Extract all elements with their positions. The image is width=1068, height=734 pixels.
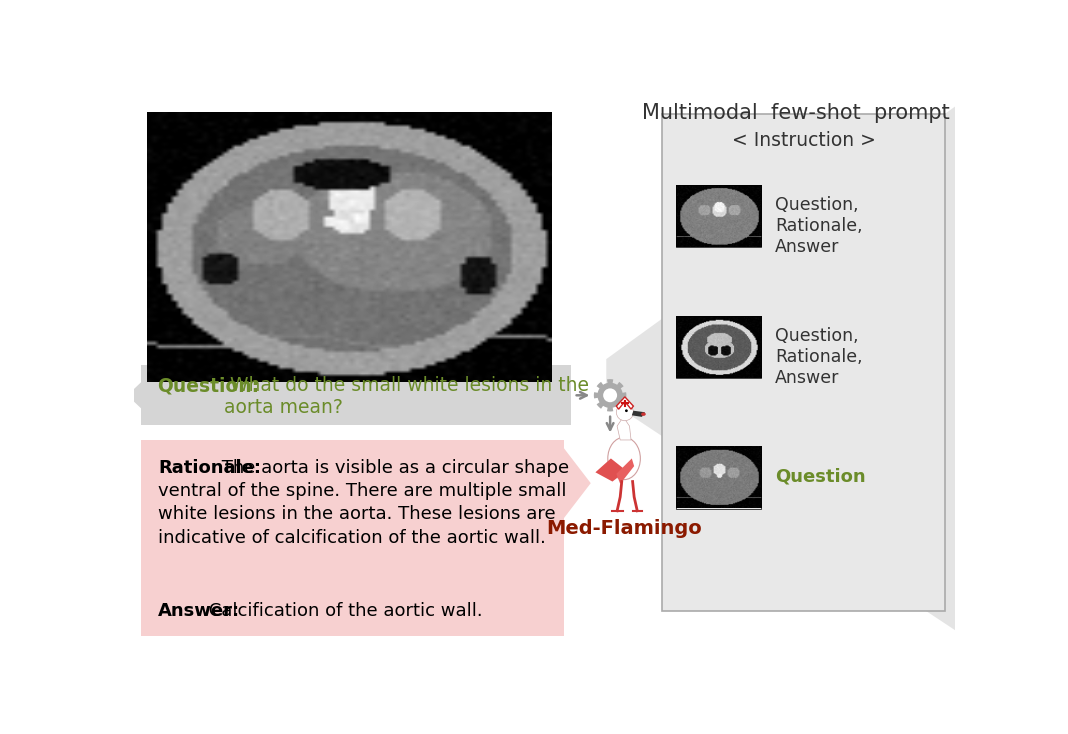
- Ellipse shape: [641, 413, 646, 416]
- FancyBboxPatch shape: [141, 366, 571, 425]
- Text: < Instruction >: < Instruction >: [732, 131, 876, 150]
- Text: The aorta is visible as a circular shape: The aorta is visible as a circular shape: [217, 459, 569, 477]
- Text: Rationale:: Rationale:: [158, 459, 262, 477]
- Text: Question: Question: [775, 468, 866, 485]
- Polygon shape: [564, 448, 591, 518]
- Text: Calcification of the aortic wall.: Calcification of the aortic wall.: [203, 602, 483, 619]
- FancyBboxPatch shape: [147, 113, 552, 382]
- Text: Question,
Rationale,
Answer: Question, Rationale, Answer: [775, 196, 863, 255]
- Polygon shape: [127, 382, 141, 409]
- Circle shape: [625, 410, 628, 412]
- Ellipse shape: [608, 437, 641, 479]
- Text: indicative of calcification of the aortic wall.: indicative of calcification of the aorti…: [158, 528, 546, 547]
- Polygon shape: [617, 417, 631, 440]
- Polygon shape: [594, 379, 627, 412]
- Polygon shape: [616, 397, 633, 409]
- Text: ventral of the spine. There are multiple small: ventral of the spine. There are multiple…: [158, 482, 567, 501]
- Text: Question,
Rationale,
Answer: Question, Rationale, Answer: [775, 327, 863, 387]
- Text: Answer:: Answer:: [158, 602, 240, 619]
- Polygon shape: [595, 459, 627, 482]
- Circle shape: [603, 388, 617, 402]
- Text: Med-Flamingo: Med-Flamingo: [546, 518, 702, 537]
- FancyBboxPatch shape: [662, 115, 945, 611]
- Text: white lesions in the aorta. These lesions are: white lesions in the aorta. These lesion…: [158, 506, 556, 523]
- Polygon shape: [607, 106, 955, 631]
- Circle shape: [616, 404, 633, 421]
- Polygon shape: [632, 411, 645, 417]
- FancyBboxPatch shape: [141, 440, 564, 636]
- Polygon shape: [616, 459, 634, 484]
- Text: Question:: Question:: [157, 376, 258, 395]
- Text: What do the small white lesions in the
aorta mean?: What do the small white lesions in the a…: [224, 376, 590, 417]
- Text: Multimodal  few-shot  prompt: Multimodal few-shot prompt: [642, 103, 951, 123]
